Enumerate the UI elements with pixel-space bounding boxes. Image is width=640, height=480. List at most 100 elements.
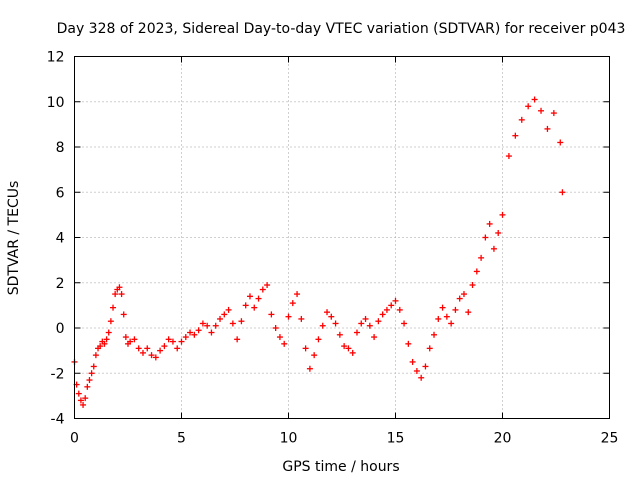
data-point [473,268,480,275]
data-point [345,345,352,352]
data-point [460,291,467,298]
data-point [505,153,512,160]
data-point [90,363,97,370]
data-point [97,343,104,350]
data-point [77,397,84,404]
data-point [105,329,112,336]
data-point [208,329,215,336]
data-point [306,365,313,372]
data-point [86,377,93,384]
data-point [103,336,110,343]
tick-labels: 0 5 10 15 20 25 -4 -2 0 2 4 6 8 10 12 [47,50,619,447]
data-point [495,229,502,236]
grid-layer [74,56,610,419]
data-point [371,334,378,341]
data-point [131,336,138,343]
data-point [396,306,403,313]
data-point [182,334,189,341]
data-point [388,302,395,309]
data-point [465,309,472,316]
data-point [557,139,564,146]
data-point [268,311,275,318]
y-tick-label: 4 [56,231,65,247]
x-tick-label: 15 [387,431,405,447]
data-point [452,306,459,313]
data-point [101,340,108,347]
data-point [116,284,123,291]
data-point [478,254,485,261]
data-point [259,286,266,293]
data-point [550,110,557,117]
data-point [341,343,348,350]
data-point [518,116,525,123]
data-point [336,331,343,338]
data-point [366,322,373,329]
data-point [298,315,305,322]
data-point [456,295,463,302]
data-point [409,358,416,365]
data-point [349,349,356,356]
x-tick-label: 5 [177,431,186,447]
data-point [302,345,309,352]
data-point [195,327,202,334]
data-point [353,329,360,336]
data-point [161,343,168,350]
data-point [82,395,89,402]
data-point [362,315,369,322]
data-point [426,345,433,352]
data-point [289,300,296,307]
y-tick-label: 0 [56,321,65,337]
data-point [204,322,211,329]
data-point [110,304,117,311]
data-point [264,282,271,289]
y-tick-label: 8 [56,140,65,156]
data-point [525,103,532,110]
data-point [311,352,318,359]
data-point [418,374,425,381]
data-point [122,334,129,341]
data-point [238,318,245,325]
data-point [139,349,146,356]
data-point [499,211,506,218]
data-point [443,313,450,320]
x-tick-label: 20 [494,431,512,447]
data-point [229,320,236,327]
data-point [392,297,399,304]
data-point [383,306,390,313]
data-point [212,322,219,329]
data-point [234,336,241,343]
data-point [469,282,476,289]
data-point [324,309,331,316]
data-point [490,245,497,252]
data-point [217,315,224,322]
data-point [251,304,258,311]
data-point [144,345,151,352]
data-point [127,338,134,345]
data-point [169,338,176,345]
data-point [178,338,185,345]
data-point [538,107,545,114]
data-point [120,311,127,318]
x-tick-label: 25 [601,431,619,447]
data-point [255,295,262,302]
data-point [272,325,279,331]
data-point [187,329,194,336]
y-tick-label: 6 [56,185,65,201]
data-point [285,313,292,320]
data-point [118,291,125,298]
data-point [191,331,198,338]
data-point [435,315,442,322]
data-point [512,132,519,139]
data-point [294,291,301,298]
data-point [242,302,249,309]
data-point [92,352,99,359]
data-point [375,318,382,325]
data-point [531,96,538,103]
data-point [157,347,164,354]
data-point [174,345,181,352]
data-point [413,367,420,374]
data-point [559,189,566,196]
data-point [332,320,339,327]
data-point [112,291,119,298]
